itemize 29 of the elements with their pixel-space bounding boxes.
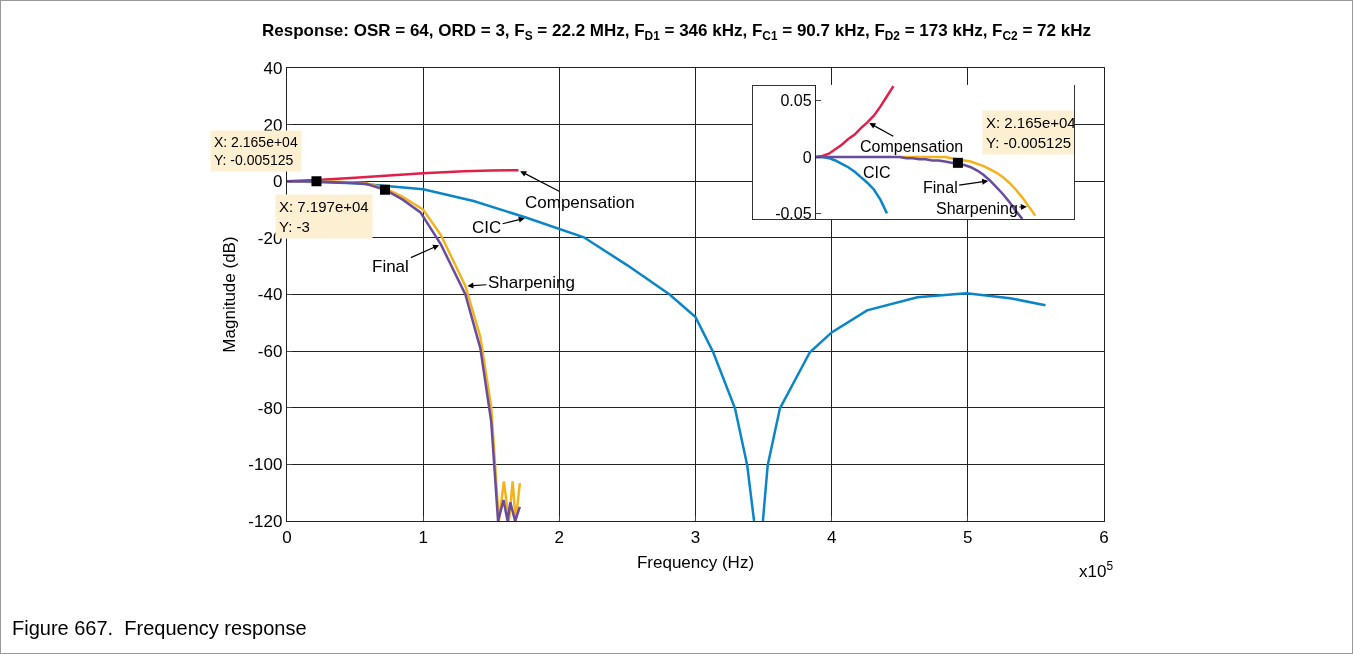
y-tick-label: 40 bbox=[263, 58, 283, 78]
series-label: Final bbox=[372, 257, 409, 276]
series-label: CIC bbox=[472, 218, 502, 237]
y-tick-label: -60 bbox=[257, 342, 283, 362]
y-tick-label: 20 bbox=[263, 115, 283, 135]
y-tick-label: 0 bbox=[802, 148, 812, 166]
series-label: Final bbox=[923, 179, 958, 196]
y-tick-label: -0.05 bbox=[775, 204, 812, 222]
annotation: X: 2.165e+04 Y: -0.005125 bbox=[214, 134, 298, 169]
chart-title: Response: OSR = 64, ORD = 3, F$_{S}$ = 22.2 MHz, F$_{D1}$ = 346 kHz, F$_{C1}$ = 90.7 kHz, F$_{D2}$ = 173 kHz, F$_{C2}$ = 72 kHz bbox=[262, 20, 1091, 43]
series-label: Compensation bbox=[860, 138, 964, 155]
x-tick-label: 3 bbox=[690, 527, 701, 547]
y-tick-label: -100 bbox=[248, 455, 283, 475]
y-tick-label: -120 bbox=[248, 511, 283, 531]
y-tick-label: 0 bbox=[272, 172, 283, 192]
caption: Figure 667. Frequency response bbox=[12, 617, 307, 639]
series-label: CIC bbox=[863, 164, 891, 181]
x-tick-label: 6 bbox=[1099, 527, 1109, 547]
x-axis-title: Frequency (Hz) bbox=[636, 552, 755, 572]
y-tick-label: -80 bbox=[257, 398, 283, 418]
x-tick-label: 1 bbox=[418, 527, 428, 547]
y-axis-title: Magnitude (dB) bbox=[220, 236, 240, 353]
x-tick-label: 2 bbox=[554, 527, 565, 547]
text: x10$^{5}$ bbox=[1079, 559, 1114, 582]
annotation: X: 7.197e+04 Y: -3 bbox=[279, 198, 369, 235]
x-tick-label: 4 bbox=[826, 527, 837, 547]
y-tick-label: -40 bbox=[257, 285, 283, 305]
y-tick-label: 0.05 bbox=[780, 92, 812, 110]
x-tick-label: 5 bbox=[963, 527, 973, 547]
